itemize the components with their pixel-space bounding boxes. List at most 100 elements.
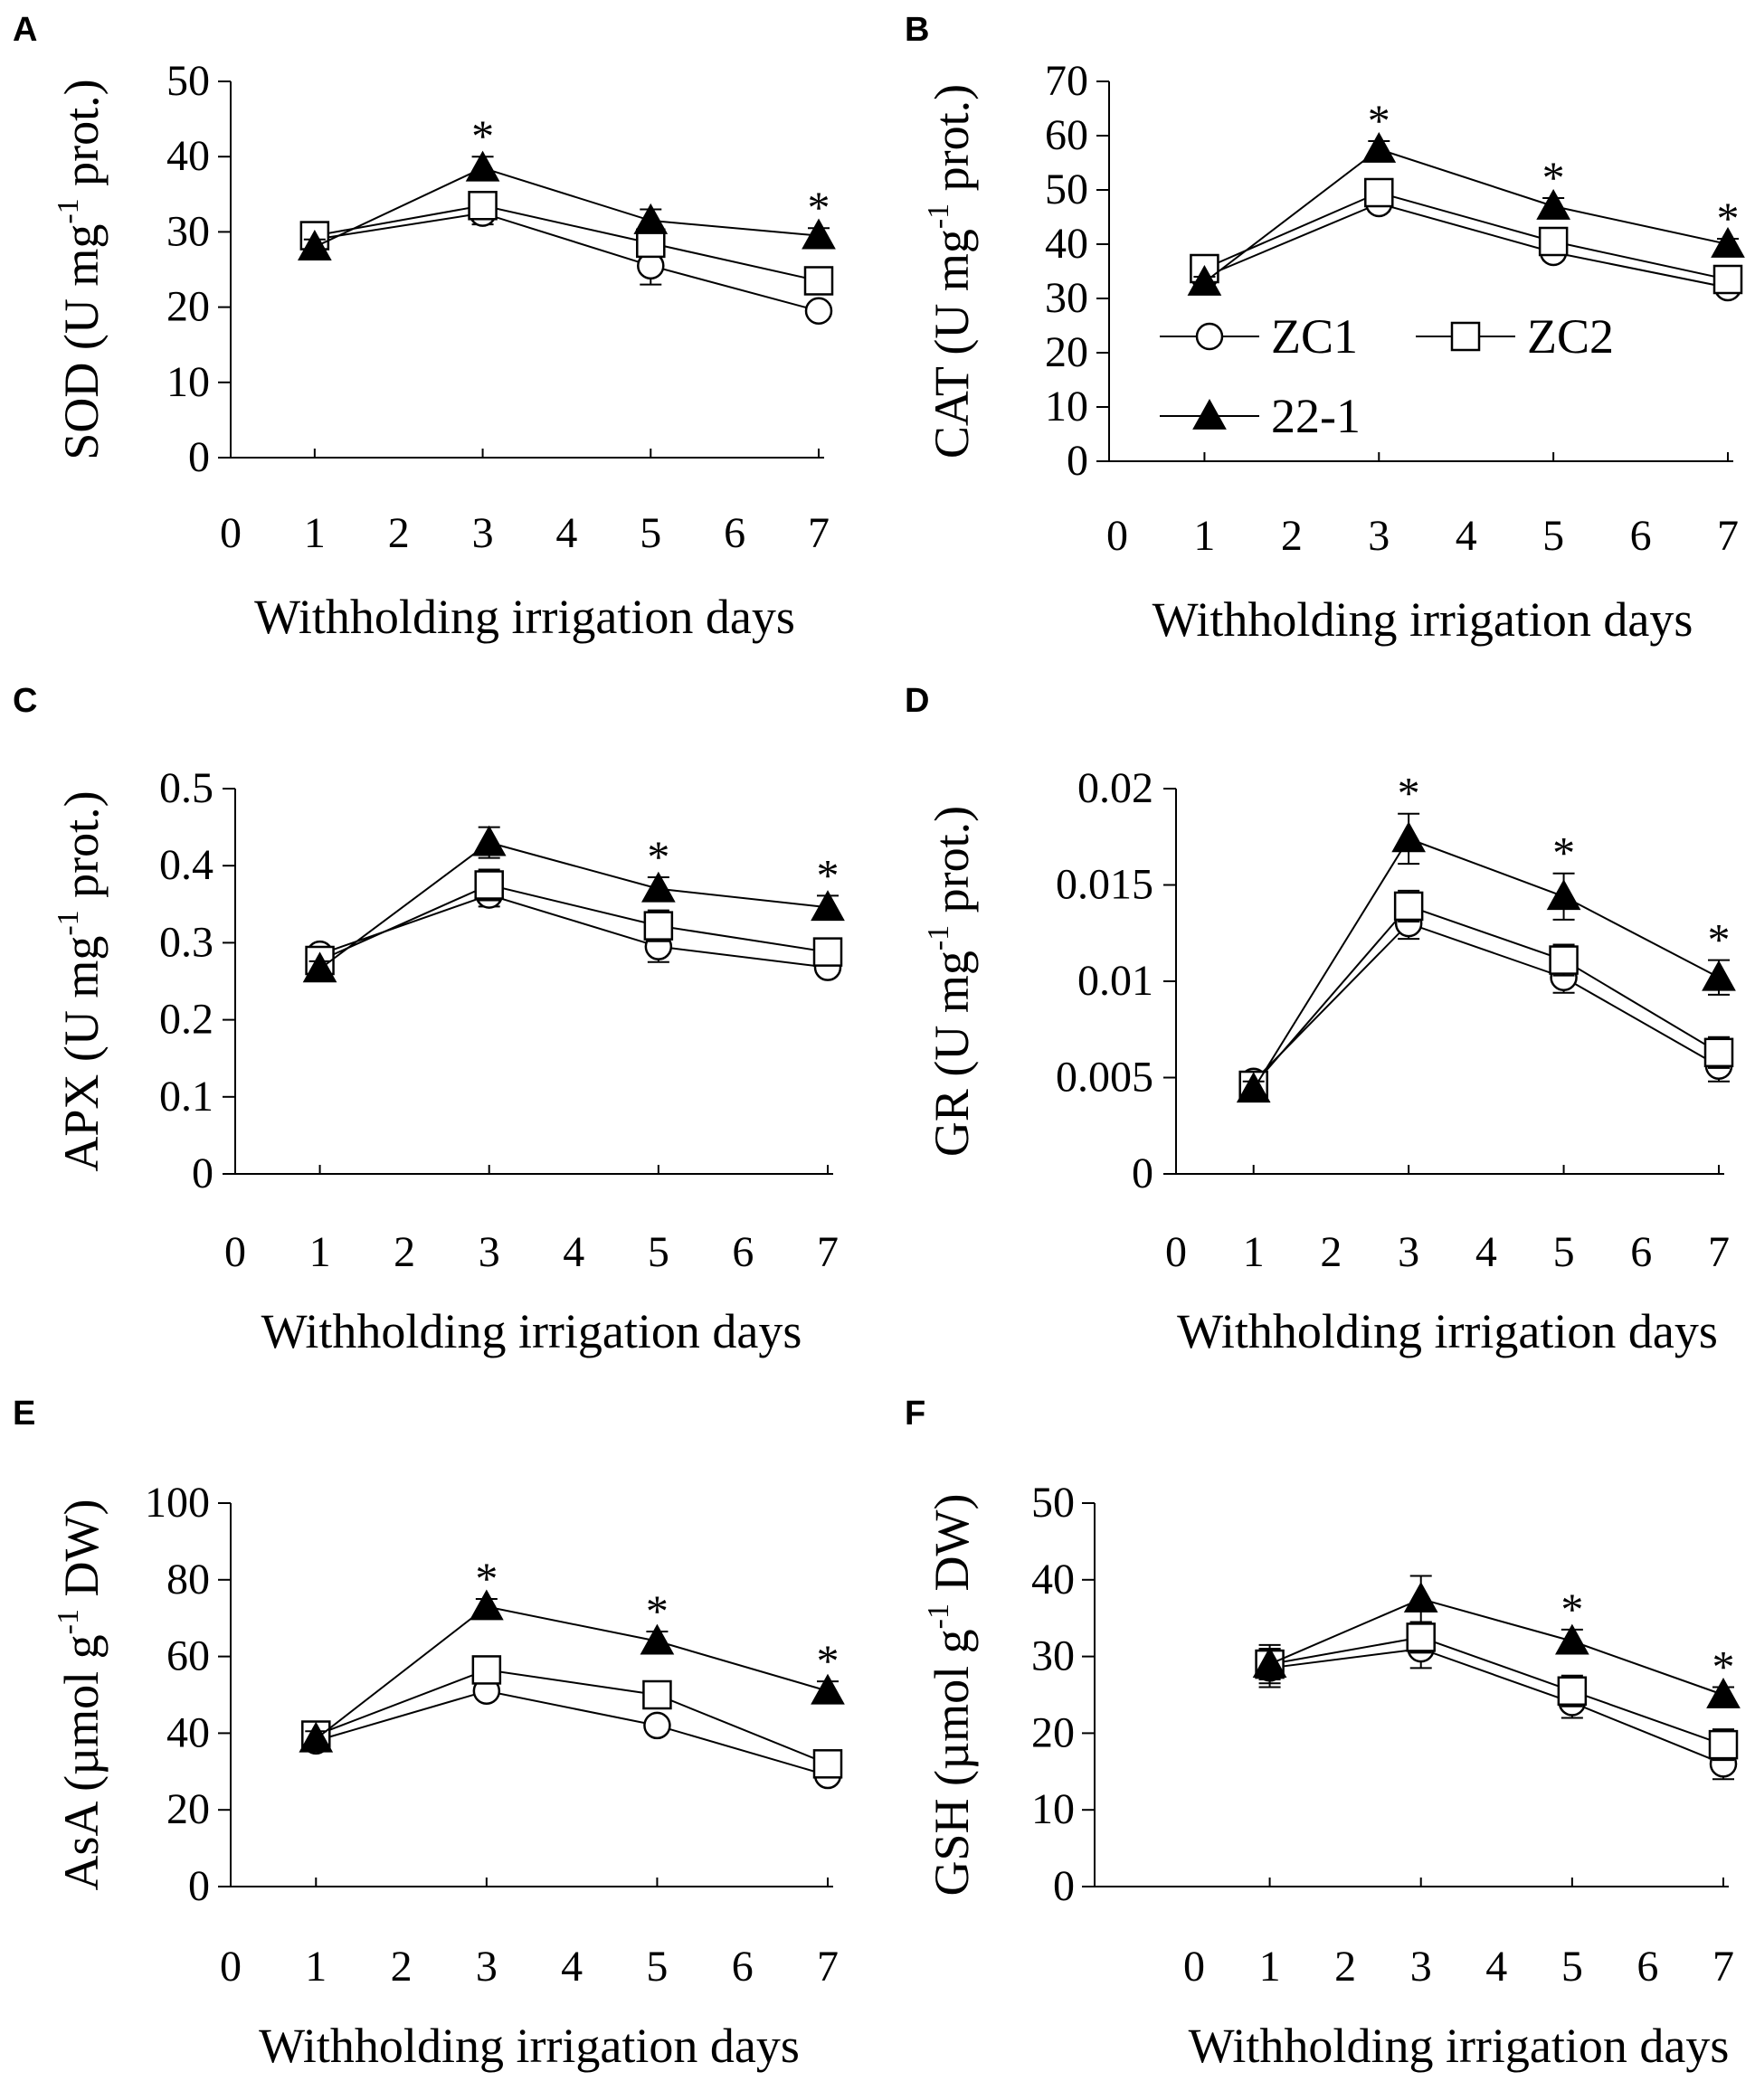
data-point bbox=[641, 871, 676, 903]
panel-letter: C bbox=[13, 682, 37, 720]
y-tick-label: 20 bbox=[166, 283, 210, 331]
x-axis-label: Withholding irrigation days bbox=[1189, 2019, 1730, 2073]
y-axis-label: GSH (µmol g-1 DW) bbox=[922, 1494, 979, 1897]
series-line bbox=[1252, 837, 1720, 1090]
panel-f: F 0 10 20 30 40 50 0 1 2 3 4 5 6 7 Withholding irrigati… bbox=[905, 1395, 1741, 2073]
x-tick-label: 0 bbox=[1183, 1943, 1205, 1991]
x-tick-label: 3 bbox=[1398, 1228, 1419, 1276]
panel-letter: B bbox=[905, 11, 929, 49]
data-point bbox=[471, 825, 507, 856]
x-tick-label: 3 bbox=[472, 509, 494, 557]
series-line bbox=[314, 204, 820, 282]
y-tick-label: 40 bbox=[166, 1708, 210, 1756]
x-tick-label: 7 bbox=[1708, 1228, 1730, 1276]
y-tick-label: 10 bbox=[1045, 383, 1088, 430]
data-point bbox=[471, 1655, 502, 1685]
x-tick-label: 5 bbox=[640, 509, 661, 557]
data-point bbox=[643, 1711, 671, 1740]
y-tick-label: 40 bbox=[1045, 220, 1088, 268]
data-point bbox=[468, 191, 498, 221]
data-point bbox=[812, 937, 843, 967]
x-tick-label: 6 bbox=[732, 1943, 754, 1991]
y-tick-label: 0.3 bbox=[159, 918, 213, 966]
data-point bbox=[811, 1673, 845, 1705]
y-tick-label: 60 bbox=[1045, 111, 1088, 159]
data-point bbox=[1391, 821, 1426, 853]
series-22-1 bbox=[1252, 1575, 1741, 1708]
series-line bbox=[315, 1605, 829, 1740]
series-zc2 bbox=[301, 1655, 843, 1779]
data-point bbox=[1708, 1729, 1739, 1760]
y-axis-label: SOD (U mg-1 prot.) bbox=[52, 79, 109, 459]
panel-c: C 0 0.1 0.2 0.3 0.4 0.5 0 1 2 3 4 5 6 7 Withholding irr… bbox=[13, 682, 845, 1358]
legend-label: ZC2 bbox=[1527, 309, 1614, 364]
data-point bbox=[465, 150, 500, 182]
series-zc1 bbox=[1256, 1628, 1738, 1781]
data-point bbox=[1406, 1622, 1436, 1652]
y-axis-label: GR (U mg-1 prot.) bbox=[922, 806, 979, 1157]
series-line bbox=[319, 894, 829, 969]
panel-a: A 0 10 20 30 40 50 0 1 2 3 4 5 6 7 Withholding irrigati… bbox=[13, 11, 836, 644]
data-point bbox=[1236, 1072, 1271, 1103]
legend-item-zc2: ZC2 bbox=[1416, 309, 1614, 364]
panel-letter: E bbox=[13, 1395, 35, 1433]
data-point bbox=[633, 203, 669, 234]
series-zc2 bbox=[299, 191, 834, 296]
x-tick-label: 2 bbox=[391, 1943, 413, 1991]
series-line bbox=[318, 841, 829, 970]
y-tick-label: 20 bbox=[166, 1785, 210, 1833]
data-point bbox=[642, 1679, 672, 1710]
series-zc1 bbox=[1191, 189, 1742, 302]
y-tick-label: 0 bbox=[188, 1862, 210, 1910]
series-zc2 bbox=[305, 868, 843, 976]
series-line bbox=[1204, 191, 1729, 280]
data-point bbox=[1361, 131, 1397, 163]
panel-letter: D bbox=[905, 682, 929, 720]
legend-label: 22-1 bbox=[1271, 389, 1361, 443]
y-tick-label: 10 bbox=[166, 358, 210, 406]
x-tick-label: 3 bbox=[1368, 512, 1390, 560]
x-axis-label: Withholding irrigation days bbox=[261, 1304, 802, 1358]
significance-asterisk: * bbox=[1542, 152, 1565, 203]
significance-asterisk: * bbox=[1368, 95, 1390, 146]
x-tick-label: 3 bbox=[479, 1228, 500, 1276]
x-tick-label: 4 bbox=[561, 1943, 583, 1991]
y-tick-label: 0.4 bbox=[159, 841, 213, 889]
data-point bbox=[1557, 1676, 1588, 1707]
x-axis-label: Withholding irrigation days bbox=[1177, 1304, 1718, 1358]
data-point bbox=[1393, 891, 1424, 922]
panel-letter: A bbox=[13, 11, 37, 49]
data-point bbox=[1555, 1623, 1589, 1655]
x-tick-label: 7 bbox=[817, 1943, 839, 1991]
significance-asterisk: * bbox=[1552, 828, 1575, 878]
series-line bbox=[1269, 1597, 1724, 1696]
x-tick-label: 0 bbox=[224, 1228, 246, 1276]
data-point bbox=[1712, 264, 1743, 295]
y-tick-label: 0 bbox=[1053, 1862, 1075, 1910]
series-22-1 bbox=[298, 150, 836, 260]
panel-b: B 0 10 20 30 40 50 60 70 0 1 2 3 4 5 6 7 Withholding irri… bbox=[905, 11, 1745, 647]
x-tick-label: 4 bbox=[1485, 1943, 1507, 1991]
x-tick-label: 1 bbox=[1193, 512, 1215, 560]
significance-asterisk: * bbox=[471, 110, 494, 161]
series-line bbox=[1269, 1636, 1724, 1746]
series-line bbox=[315, 1669, 829, 1765]
x-tick-label: 7 bbox=[1717, 512, 1739, 560]
y-tick-label: 0.1 bbox=[159, 1073, 213, 1121]
legend-label: ZC1 bbox=[1271, 309, 1358, 364]
y-tick-label: 70 bbox=[1045, 57, 1088, 105]
series-line bbox=[314, 166, 820, 248]
data-point bbox=[1711, 226, 1745, 258]
panel-letter: F bbox=[905, 1395, 925, 1433]
x-axis-label: Withholding irrigation days bbox=[254, 590, 795, 644]
legend-marker bbox=[1195, 322, 1224, 351]
data-point bbox=[1549, 945, 1579, 975]
legend: ZC1 ZC2 22-1 bbox=[1160, 309, 1614, 443]
data-point bbox=[1536, 188, 1570, 220]
data-point bbox=[812, 1749, 843, 1779]
significance-asterisk: * bbox=[808, 182, 830, 232]
x-tick-label: 2 bbox=[388, 509, 410, 557]
y-tick-label: 0.005 bbox=[1056, 1054, 1153, 1102]
x-tick-label: 6 bbox=[1630, 512, 1652, 560]
